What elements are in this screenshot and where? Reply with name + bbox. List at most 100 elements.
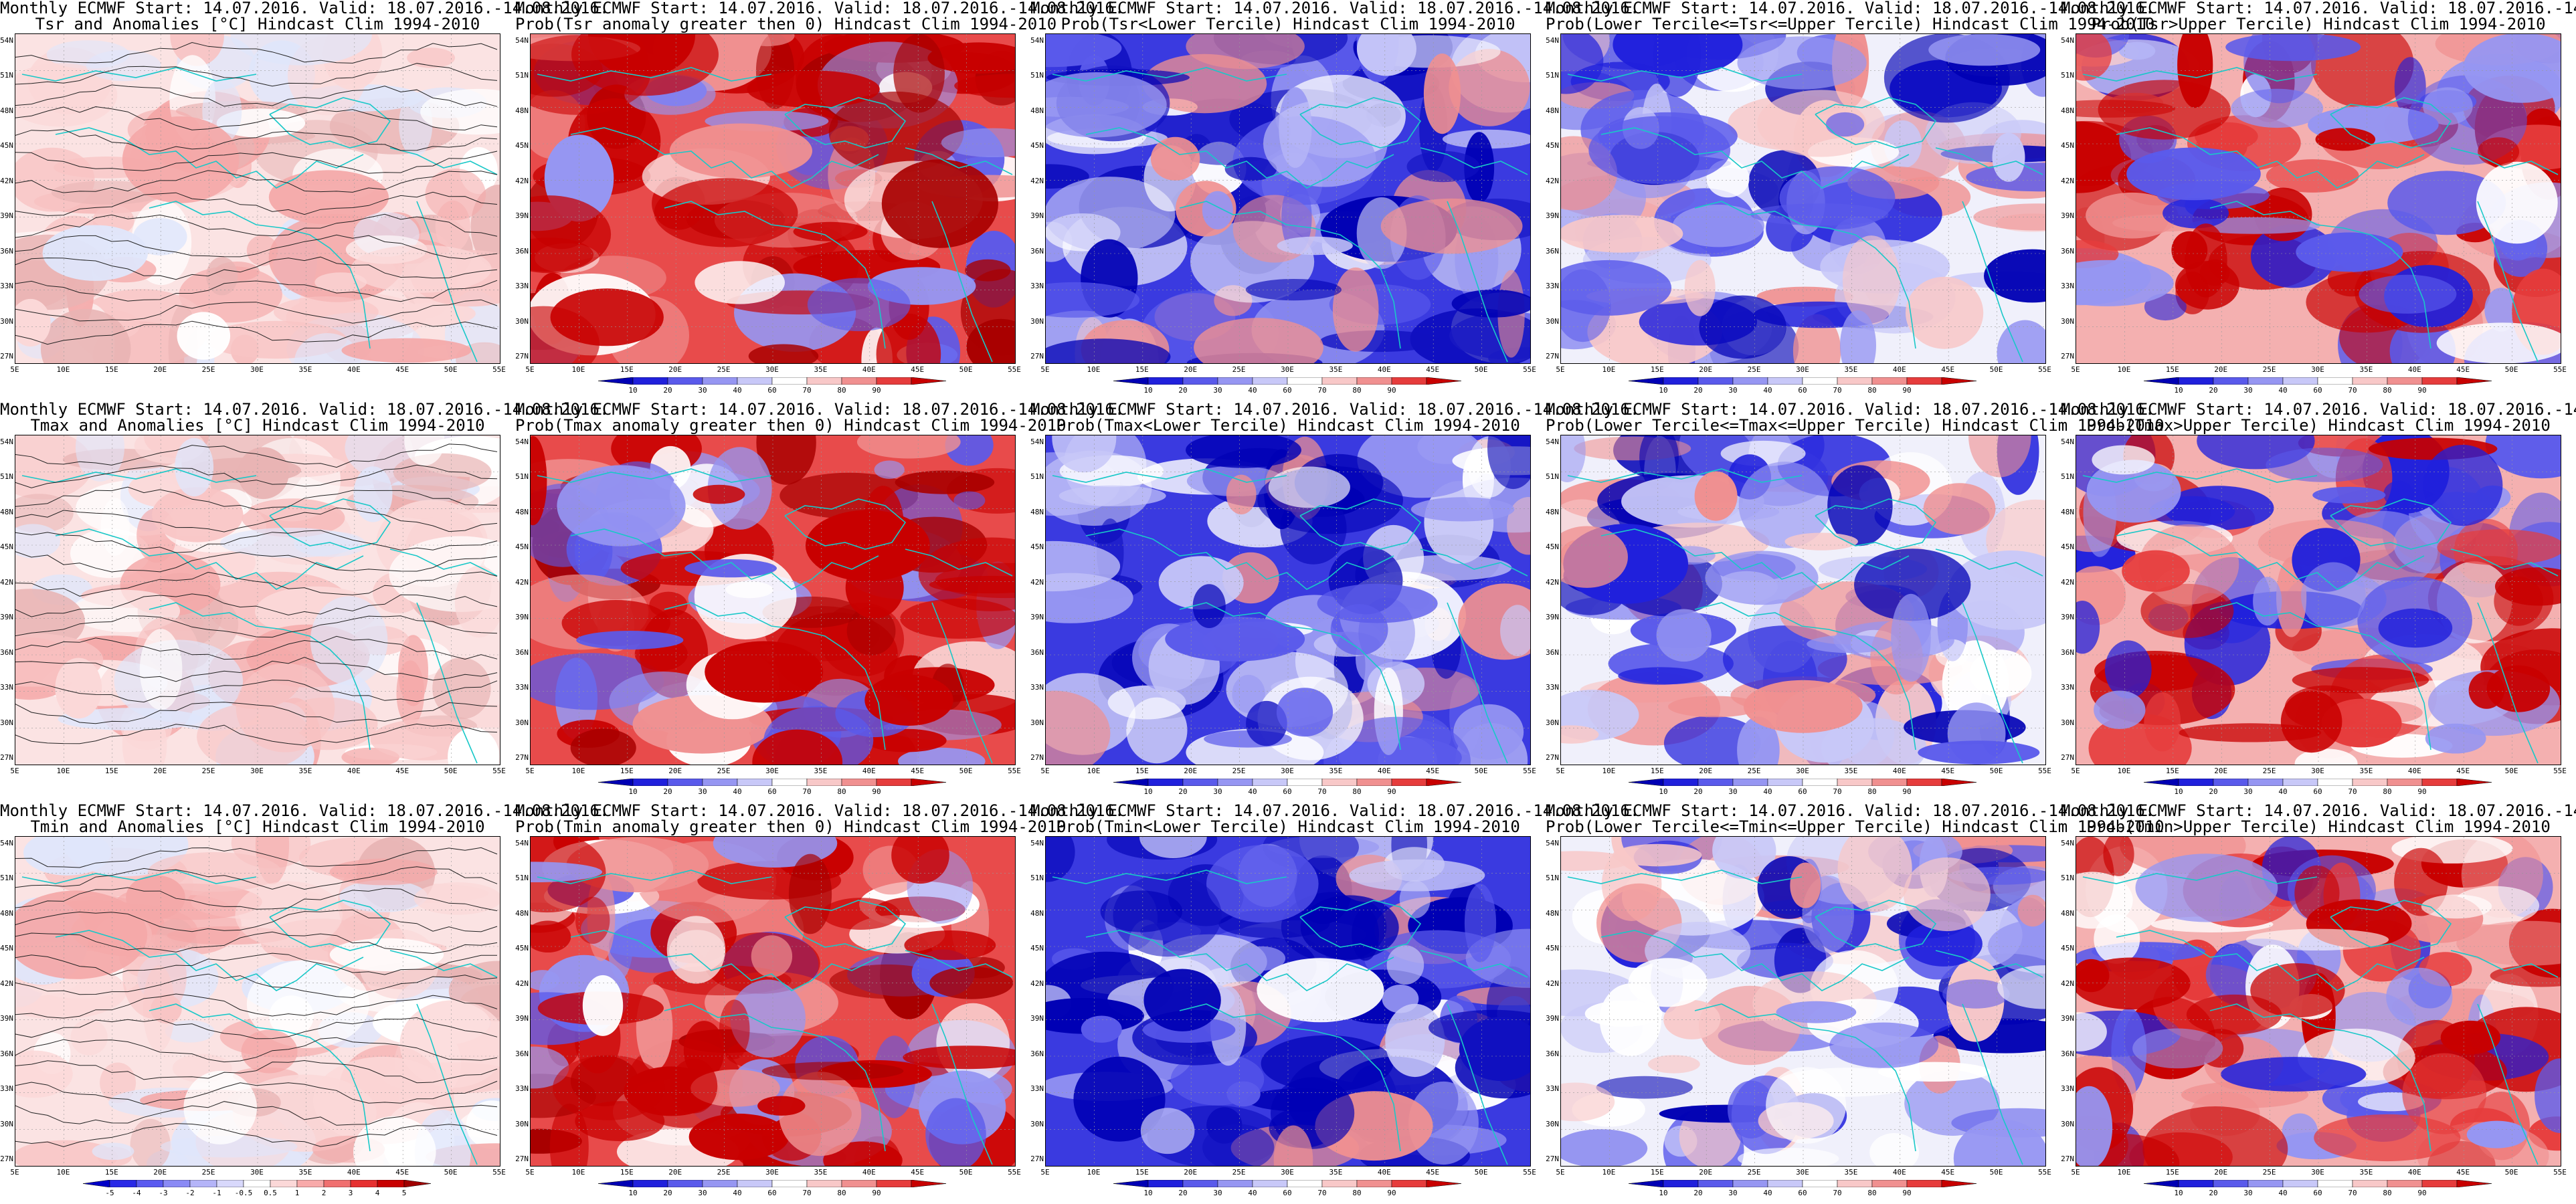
longitude-label: 35E (298, 767, 312, 775)
map-area[interactable] (1045, 435, 1531, 765)
field-cell (935, 563, 1015, 599)
isotherm-contour (15, 1101, 498, 1126)
panel-title-line2: Tmin and Anomalies [°C] Hindcast Clim 19… (30, 817, 485, 836)
map-area[interactable] (15, 435, 500, 765)
coastline (784, 498, 907, 550)
map-field (1561, 435, 2045, 765)
field-cell (1186, 435, 1301, 468)
map-area[interactable] (15, 836, 500, 1167)
field-cell (747, 70, 880, 108)
field-cell (669, 123, 812, 179)
map-area[interactable] (1560, 33, 2046, 364)
longitude-label: 25E (2262, 1168, 2276, 1177)
latitude-label: 51N (1546, 472, 1559, 482)
latitude-label: 48N (2061, 908, 2074, 918)
map-area[interactable] (15, 33, 500, 364)
field-cell (1942, 979, 2010, 1009)
map-area[interactable] (2076, 836, 2561, 1167)
longitude-label: 35E (1329, 365, 1343, 374)
longitude-label: 10E (2117, 767, 2131, 775)
latitude-label: 54N (515, 839, 529, 847)
colorbar-tick-label: 90 (872, 386, 881, 395)
field-cell (2476, 161, 2558, 244)
latitude-label: 48N (2061, 106, 2074, 115)
longitude-label: 20E (1699, 1168, 1713, 1177)
colorbar-tick-label: 20 (663, 1189, 672, 1197)
latitude-label: 45N (515, 944, 529, 953)
field-cell (828, 91, 964, 173)
longitude-label: 10E (1087, 1168, 1101, 1177)
field-cell (1877, 1062, 1991, 1082)
field-cell (954, 74, 1015, 98)
field-cell (2250, 963, 2345, 1018)
longitude-label: 55E (1523, 767, 1536, 775)
latitude-label: 42N (2061, 979, 2074, 988)
field-cell (1842, 235, 1900, 325)
field-cell (2463, 34, 2561, 103)
colorbar-swatch (1941, 1180, 1976, 1187)
latitude-label: 39N (1030, 211, 1044, 221)
longitude-label: 5E (1556, 365, 1565, 374)
field-cell (1561, 1082, 1615, 1122)
map-area[interactable] (2076, 33, 2561, 364)
colorbar-swatch (2213, 1180, 2249, 1187)
colorbar-tick-label: 70 (1833, 787, 1842, 796)
latitude-label: 51N (515, 874, 529, 883)
field-cell (183, 1070, 257, 1144)
coastline (931, 1003, 993, 1165)
longitude-label: 10E (571, 365, 585, 374)
field-cell (55, 658, 102, 719)
map-area[interactable] (530, 33, 1016, 364)
isotherm-contour (15, 887, 498, 912)
isotherm-contour (15, 847, 498, 868)
latitude-label: 54N (2061, 437, 2074, 446)
latitude-label: 27N (1030, 753, 1044, 762)
map-area[interactable] (530, 836, 1016, 1167)
colorbar-tick-label: 90 (1902, 1189, 1912, 1197)
longitude-label: 15E (1135, 1168, 1149, 1177)
map-area[interactable] (1045, 33, 1531, 364)
field-cell (2423, 445, 2503, 526)
longitude-label: 5E (525, 365, 535, 374)
colorbar-tick-label: 10 (628, 1189, 638, 1197)
map-area[interactable] (1560, 435, 2046, 765)
field-cell (388, 303, 464, 326)
longitude-label: 35E (814, 365, 828, 374)
isotherm-contour (15, 299, 498, 324)
coastline (1299, 900, 1422, 951)
map-area[interactable] (2076, 435, 2561, 765)
colorbar-tick-label: 5 (401, 1189, 407, 1197)
field-cell (531, 970, 560, 991)
colorbar (1113, 1180, 1461, 1187)
colorbar-swatch (1871, 779, 1908, 786)
field-cell (1186, 34, 1305, 70)
field-cell (1737, 716, 1780, 765)
field-cell (15, 1050, 73, 1098)
field-cell (1784, 532, 1858, 550)
field-cell (874, 460, 905, 479)
latitude-label: 30N (515, 1119, 529, 1128)
colorbar-swatch (771, 779, 808, 786)
field-cell (1561, 725, 1599, 744)
longitude-label: 20E (1699, 365, 1713, 374)
colorbar-tick-label: 30 (1213, 787, 1222, 796)
colorbar-tick-label: -4 (132, 1189, 141, 1197)
latitude-label: 54N (1546, 839, 1559, 847)
latitude-label: 51N (2061, 71, 2074, 80)
panel-title-line2: Prob(Tmin<Lower Tercile) Hindcast Clim 1… (1056, 817, 1520, 836)
isotherm-contour (15, 1060, 498, 1084)
longitude-label: 25E (201, 767, 215, 775)
map-area[interactable] (530, 435, 1016, 765)
map-area[interactable] (1560, 836, 2046, 1167)
colorbar-tick-label: 40 (1248, 386, 1257, 395)
latitude-label: 33N (0, 683, 13, 692)
longitude-label: 5E (525, 1168, 535, 1177)
field-cell (2321, 698, 2402, 748)
colorbar-tick-label: 70 (802, 1189, 812, 1197)
colorbar-swatch (189, 1180, 217, 1187)
field-cell (1268, 466, 1350, 508)
map-area[interactable] (1045, 836, 1531, 1167)
longitude-label: 40E (1892, 767, 1906, 775)
field-cell (1261, 1035, 1394, 1092)
field-cell (846, 606, 896, 656)
